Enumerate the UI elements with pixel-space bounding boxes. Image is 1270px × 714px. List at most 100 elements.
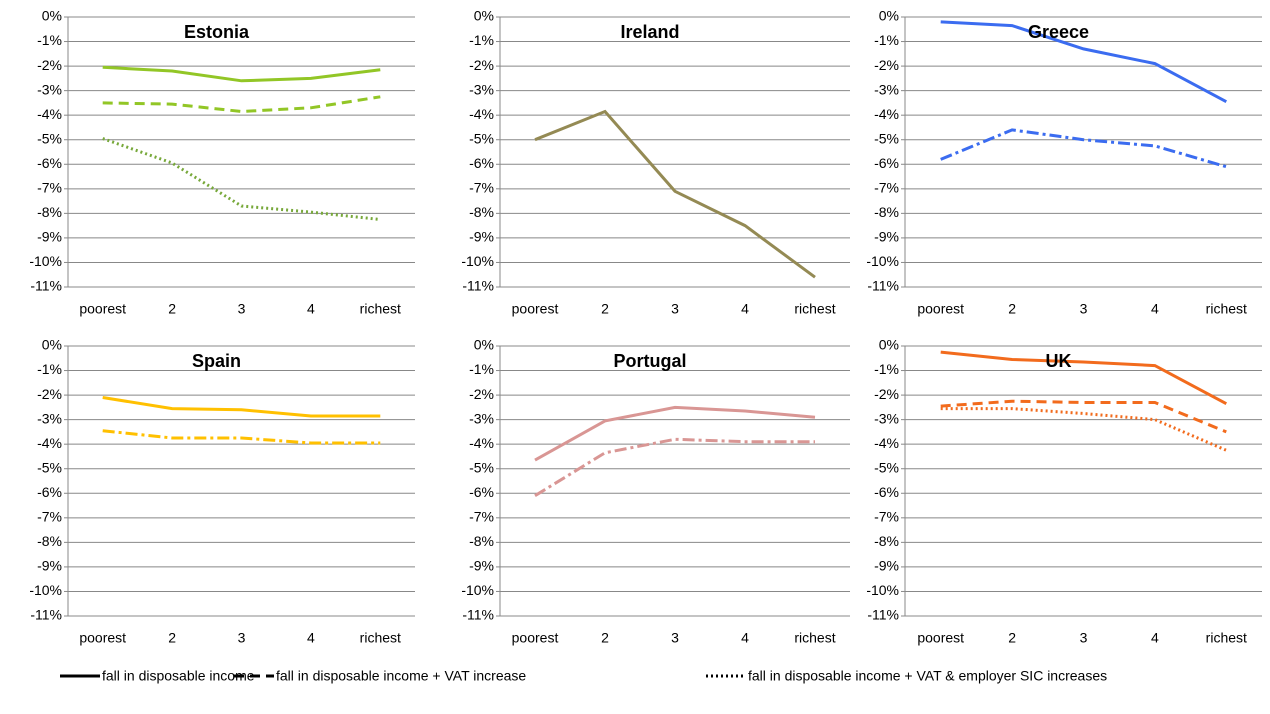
y-tick-label: -8%: [469, 204, 494, 220]
series-line: [940, 399, 1227, 434]
y-tick-label: -2%: [469, 386, 494, 402]
y-tick-label: -11%: [867, 278, 899, 294]
x-tick-label: 3: [671, 301, 679, 317]
y-tick-label: -3%: [469, 410, 494, 426]
y-tick-label: -6%: [874, 484, 899, 500]
series-line: [102, 137, 381, 221]
series-line: [940, 407, 1227, 452]
y-tick-label: -7%: [469, 180, 494, 196]
y-tick-label: -5%: [37, 459, 62, 475]
series-line: [534, 405, 816, 462]
legend-label: fall in disposable income: [102, 668, 255, 684]
x-tick-label: 3: [1080, 301, 1088, 317]
y-tick-label: -4%: [37, 106, 62, 122]
x-tick-label: richest: [794, 630, 835, 646]
series-line: [534, 109, 816, 279]
y-tick-label: 0%: [879, 337, 899, 353]
series-line: [940, 128, 1227, 169]
y-tick-label: -10%: [461, 253, 494, 269]
y-tick-label: -8%: [469, 533, 494, 549]
y-tick-label: -8%: [874, 204, 899, 220]
y-tick-label: -9%: [874, 558, 899, 574]
legend-label: fall in disposable income + VAT increase: [276, 668, 526, 684]
legend-label: fall in disposable income + VAT & employ…: [748, 668, 1107, 684]
y-tick-label: -3%: [874, 81, 899, 97]
y-tick-label: -4%: [469, 106, 494, 122]
panel-title: Spain: [192, 351, 241, 371]
y-tick-label: -10%: [866, 253, 899, 269]
y-tick-label: -9%: [37, 558, 62, 574]
x-tick-label: 2: [601, 630, 609, 646]
x-tick-label: 4: [1151, 630, 1159, 646]
x-tick-label: 4: [307, 630, 315, 646]
y-tick-label: -11%: [30, 607, 62, 623]
y-tick-label: -2%: [37, 57, 62, 73]
y-tick-label: -3%: [469, 81, 494, 97]
y-tick-label: -4%: [37, 435, 62, 451]
y-tick-label: -7%: [874, 509, 899, 525]
series-line: [102, 95, 381, 114]
y-tick-label: -7%: [37, 509, 62, 525]
y-tick-label: -2%: [874, 386, 899, 402]
y-tick-label: -1%: [874, 361, 899, 377]
y-tick-label: -6%: [37, 484, 62, 500]
y-tick-label: -8%: [37, 204, 62, 220]
y-tick-label: -4%: [874, 435, 899, 451]
y-tick-label: -1%: [469, 32, 494, 48]
y-tick-label: -10%: [866, 582, 899, 598]
y-tick-label: -3%: [874, 410, 899, 426]
x-tick-label: 3: [238, 630, 246, 646]
series-line: [534, 437, 815, 497]
x-tick-label: poorest: [79, 301, 126, 317]
x-tick-label: 2: [168, 301, 176, 317]
x-tick-label: richest: [794, 301, 835, 317]
x-tick-label: richest: [360, 630, 401, 646]
y-tick-label: 0%: [879, 8, 899, 24]
y-tick-label: -7%: [874, 180, 899, 196]
y-tick-label: -2%: [469, 57, 494, 73]
x-tick-label: 4: [307, 301, 315, 317]
x-tick-label: poorest: [512, 630, 559, 646]
y-tick-label: -8%: [874, 533, 899, 549]
y-tick-label: -1%: [37, 32, 62, 48]
x-tick-label: 4: [741, 630, 749, 646]
y-tick-label: -1%: [37, 361, 62, 377]
x-tick-label: richest: [1206, 301, 1247, 317]
panel-title: Estonia: [184, 22, 250, 42]
series-line: [940, 20, 1228, 104]
y-tick-label: -2%: [874, 57, 899, 73]
panel-title: UK: [1046, 351, 1072, 371]
series-line: [102, 396, 381, 418]
y-tick-label: -11%: [867, 607, 899, 623]
x-tick-label: poorest: [917, 301, 964, 317]
y-tick-label: -9%: [37, 229, 62, 245]
panel-title: Portugal: [613, 351, 686, 371]
series-line: [102, 429, 381, 445]
panel-title: Greece: [1028, 22, 1089, 42]
y-tick-label: -6%: [469, 484, 494, 500]
y-tick-label: -7%: [37, 180, 62, 196]
y-tick-label: -11%: [30, 278, 62, 294]
y-tick-label: -11%: [462, 607, 494, 623]
y-tick-label: -5%: [874, 459, 899, 475]
y-tick-label: 0%: [42, 8, 62, 24]
x-tick-label: poorest: [917, 630, 964, 646]
x-tick-label: 2: [601, 301, 609, 317]
panel-title: Ireland: [620, 22, 679, 42]
x-tick-label: 2: [168, 630, 176, 646]
y-tick-label: -2%: [37, 386, 62, 402]
x-tick-label: poorest: [79, 630, 126, 646]
x-tick-label: 4: [1151, 301, 1159, 317]
y-tick-label: 0%: [474, 8, 494, 24]
y-tick-label: -5%: [37, 130, 62, 146]
x-tick-label: richest: [360, 301, 401, 317]
y-tick-label: 0%: [42, 337, 62, 353]
x-tick-label: richest: [1206, 630, 1247, 646]
x-tick-label: poorest: [512, 301, 559, 317]
y-tick-label: -5%: [469, 459, 494, 475]
y-tick-label: -4%: [469, 435, 494, 451]
x-tick-label: 3: [671, 630, 679, 646]
y-tick-label: -4%: [874, 106, 899, 122]
